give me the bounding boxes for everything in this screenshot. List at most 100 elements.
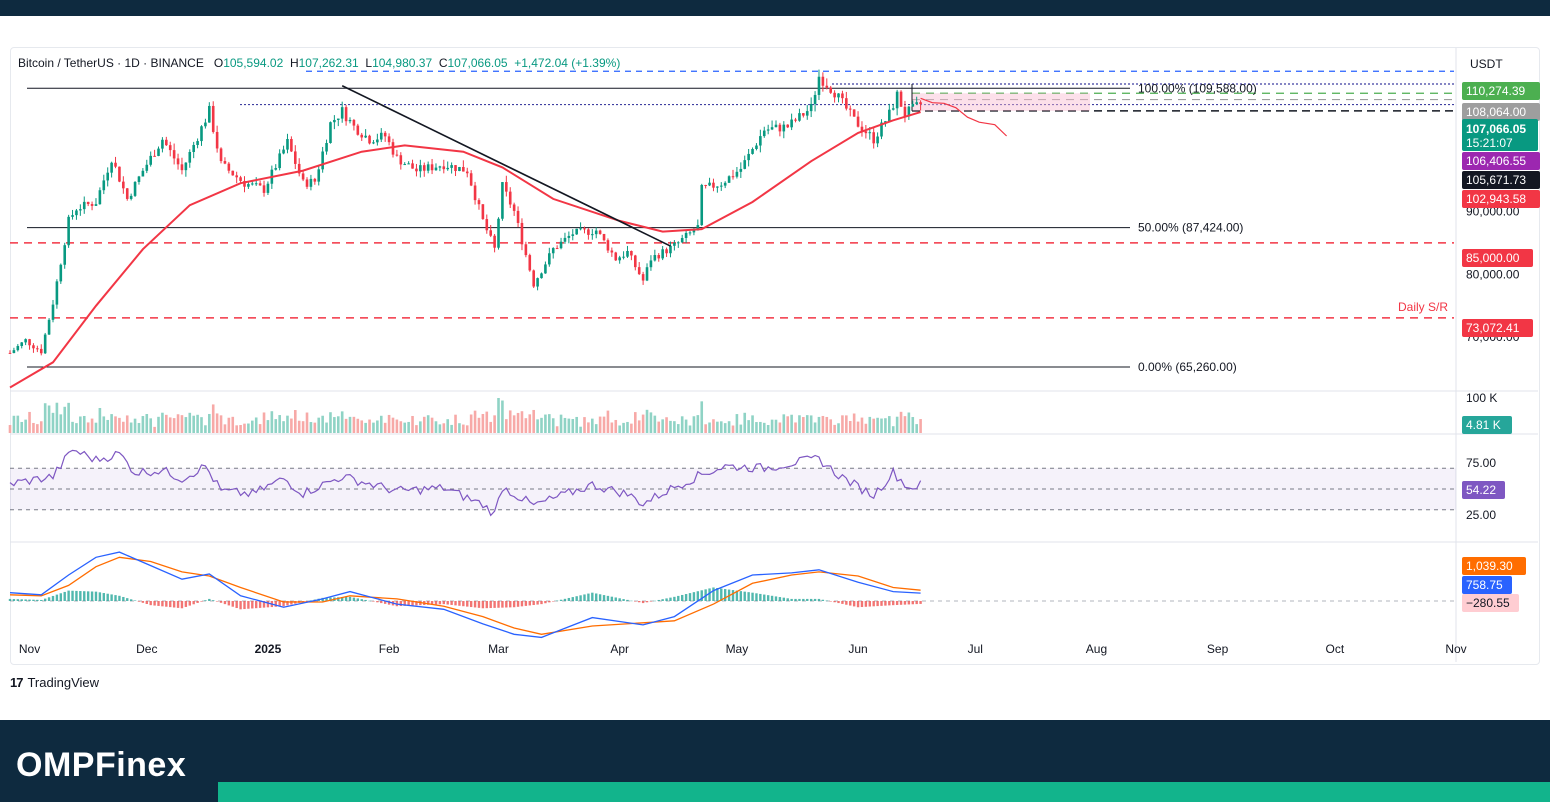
candle-body (71, 215, 74, 217)
macd-histogram-bar (149, 601, 152, 606)
candle-body (626, 250, 629, 257)
volume-bar (376, 420, 379, 433)
volume-bar (919, 419, 922, 433)
candle-body (630, 250, 633, 256)
chart-svg[interactable]: Daily S/R 100.00% (109,588.00) 50.00% (87,… (0, 0, 1550, 670)
candle-body (884, 121, 887, 123)
volume-bar (94, 422, 98, 433)
macd-histogram-bar (864, 601, 868, 607)
volume-bar (430, 417, 434, 433)
volume-bar (555, 426, 559, 433)
candle-body (36, 348, 39, 350)
macd-histogram-bar (575, 596, 578, 601)
macd-histogram-tag-bg (1462, 594, 1519, 612)
macd-histogram-bar (286, 601, 289, 606)
candle-body (794, 119, 797, 121)
macd-histogram-bar (360, 599, 363, 601)
candle-body (579, 228, 582, 230)
time-axis-label: Sep (1207, 642, 1229, 656)
price-tick-label: 80,000.00 (1466, 267, 1520, 281)
candle-body (633, 255, 637, 268)
macd-histogram-bar (536, 601, 539, 605)
volume-bar (24, 419, 27, 433)
volume-bar (20, 421, 24, 433)
macd-histogram-bar (868, 601, 871, 607)
macd-histogram-bar (845, 601, 848, 605)
volume-last-tag-bg (1462, 416, 1512, 434)
macd-histogram-bar (591, 592, 594, 601)
macd-histogram-bar (153, 601, 156, 606)
macd-histogram-bar (692, 592, 696, 601)
symbol-title[interactable]: Bitcoin / TetherUS · 1D · BINANCE (18, 56, 204, 70)
volume-bar (180, 415, 184, 433)
candle-body (544, 264, 547, 274)
macd-histogram-bar (497, 601, 500, 608)
macd-histogram-bar (110, 594, 113, 601)
macd-histogram-bar (735, 590, 739, 601)
candle-body (528, 255, 532, 271)
volume-bar (579, 426, 582, 433)
macd-histogram-bar (673, 596, 676, 601)
candle-body (208, 105, 211, 123)
candle-body (219, 148, 223, 162)
volume-bar (610, 422, 614, 433)
tradingview-logo[interactable]: 17 TradingView (10, 675, 99, 690)
volume-bar (157, 416, 160, 433)
candle-body (415, 168, 418, 172)
macd-histogram-bar (430, 601, 434, 605)
candle-body (532, 270, 535, 287)
macd-histogram-bar (227, 601, 231, 606)
low-value: 104,980.37 (372, 56, 433, 70)
volume-bar (129, 422, 133, 433)
volume-bar (688, 425, 692, 433)
volume-bar (352, 416, 356, 433)
volume-bar (637, 420, 641, 433)
volume-bar (899, 411, 903, 433)
candle-body (442, 166, 446, 170)
candle-body (165, 139, 168, 146)
macd-histogram-bar (680, 594, 684, 601)
macd-histogram-bar (817, 598, 821, 601)
volume-bar (704, 424, 707, 433)
volume-bar (911, 417, 915, 433)
volume-bar (512, 415, 516, 433)
volume-bar (747, 420, 750, 433)
candle-body (254, 183, 258, 185)
macd-histogram-bar (778, 597, 782, 601)
macd-histogram-bar (598, 594, 602, 601)
macd-histogram-bar (473, 601, 477, 608)
candle-body (895, 91, 899, 109)
rsi-tick-label: 25.00 (1466, 508, 1496, 522)
candle-body (551, 248, 555, 254)
macd-histogram-bar (239, 601, 242, 610)
volume-bar (575, 416, 578, 433)
volume-bar (649, 412, 653, 433)
macd-histogram-bar (661, 599, 664, 601)
volume-bar (360, 420, 364, 433)
candle-body (606, 240, 610, 251)
volume-bar (469, 414, 473, 433)
candle-body (161, 139, 164, 149)
volume-bar (731, 425, 735, 433)
close-value: 107,066.05 (447, 56, 508, 70)
macd-histogram-bar (837, 601, 840, 604)
price-scale-tag: 108,064.00 (1466, 105, 1526, 119)
volume-bar (864, 423, 868, 433)
volume-bar (243, 423, 246, 433)
macd-histogram-bar (24, 599, 27, 601)
volume-bar (567, 418, 571, 433)
volume-bar (700, 401, 704, 433)
volume-bar (270, 411, 274, 433)
volume-bar (79, 416, 82, 433)
macd-histogram-bar (915, 601, 918, 605)
candle-body (426, 164, 430, 171)
volume-bar (665, 417, 668, 433)
candle-body (872, 132, 875, 144)
volume-bar (790, 414, 793, 433)
volume-bar (493, 415, 496, 433)
macd-histogram-bar (884, 601, 887, 606)
macd-histogram-bar (614, 597, 617, 601)
macd-histogram-bar (825, 600, 828, 602)
volume-bar (473, 410, 477, 433)
macd-histogram-bar (888, 601, 891, 606)
